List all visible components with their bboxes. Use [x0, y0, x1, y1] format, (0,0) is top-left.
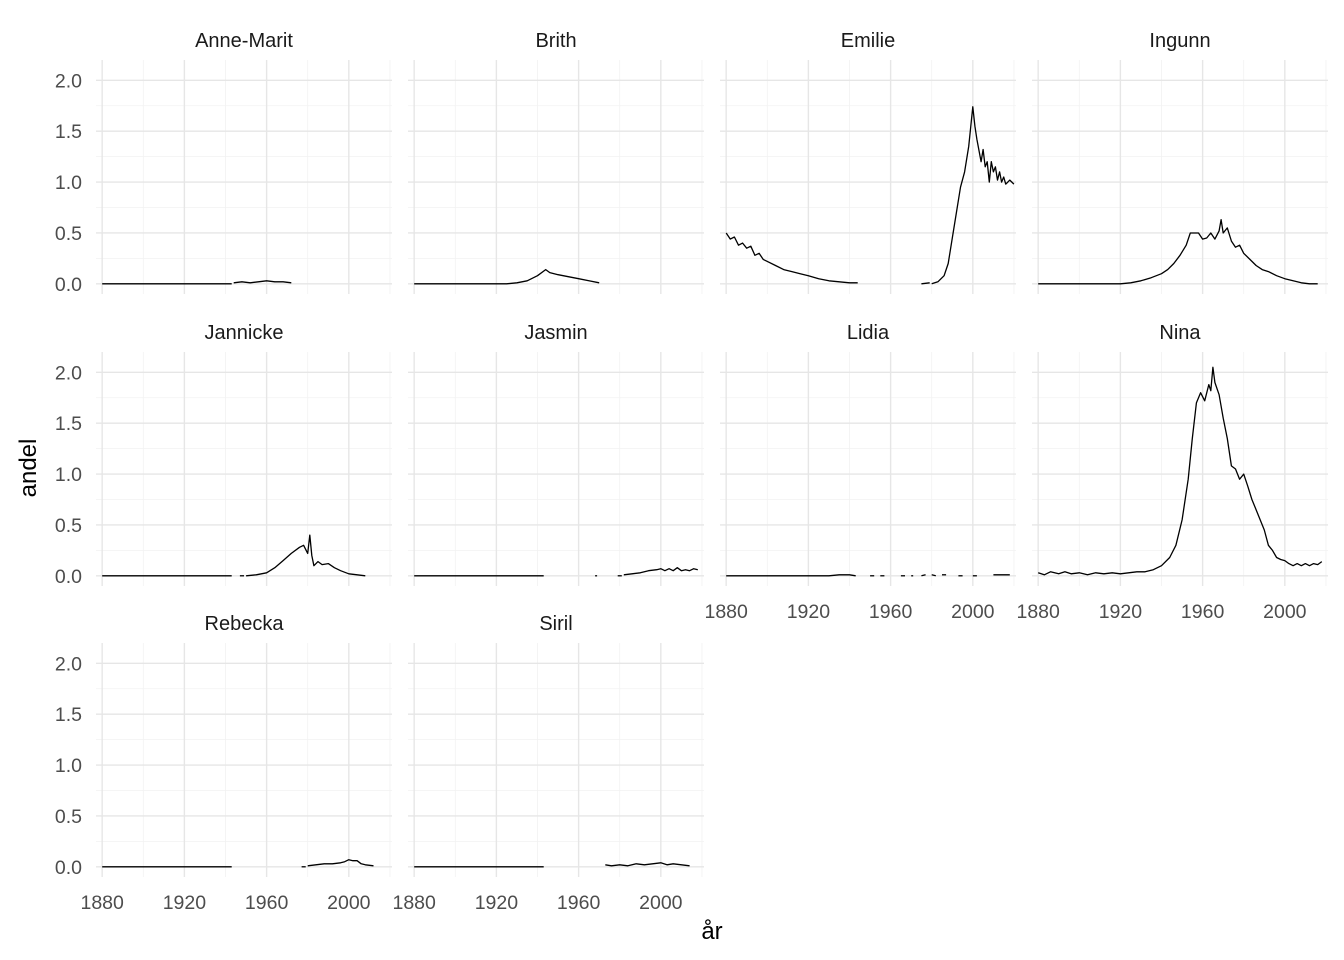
- y-tick-label: 1.5: [55, 413, 82, 435]
- series-line-segment: [623, 567, 698, 576]
- y-tick-label: 1.0: [55, 172, 82, 194]
- panel-lidia: Lidia 1880 1920 1960 2000: [704, 322, 1016, 623]
- panel-jannicke: Jannicke 0.0 0.5 1.0 1.5 2.0: [55, 322, 392, 588]
- y-tick-label: 0.5: [55, 515, 82, 537]
- gridlines: [96, 352, 392, 586]
- panel-title: Jannicke: [205, 322, 284, 344]
- gridlines: [408, 352, 704, 586]
- x-tick-label: 1960: [557, 892, 601, 914]
- gridlines: [1032, 60, 1328, 294]
- panel-jasmin: Jasmin: [408, 322, 704, 586]
- panel-title: Emilie: [841, 30, 895, 52]
- x-tick-label: 1960: [869, 601, 913, 623]
- series-line-segment: [921, 574, 926, 577]
- x-tick-label: 1920: [787, 601, 831, 623]
- series-line-segment: [931, 574, 936, 577]
- x-axis-title: år: [701, 918, 722, 945]
- series-jannicke: [102, 534, 366, 577]
- x-tick-label: 1960: [1181, 601, 1225, 623]
- y-tick-label: 1.5: [55, 704, 82, 726]
- series-emilie: [725, 106, 1015, 285]
- panel-rebecka: Rebecka 0.0 0.5 1.0 1.5 2.0 1880 1920 1960 2000: [55, 613, 392, 914]
- series-line-segment: [726, 574, 856, 577]
- y-tick-label: 0.0: [55, 274, 82, 296]
- panel-title: Lidia: [847, 322, 890, 344]
- series-line-segment: [414, 268, 600, 285]
- panel-nina: Nina 1880 1920 1960 2000: [1016, 322, 1328, 623]
- y-tick-label: 0.5: [55, 806, 82, 828]
- series-line-segment: [725, 232, 858, 284]
- series-line-segment: [307, 859, 374, 867]
- gridlines: [408, 60, 704, 294]
- y-tick-label: 0.5: [55, 223, 82, 245]
- series-lidia: [726, 574, 1010, 577]
- panel-title: Siril: [539, 613, 572, 635]
- series-line-segment: [246, 534, 366, 577]
- panel-title: Ingunn: [1149, 30, 1210, 52]
- x-tick-label: 1920: [475, 892, 519, 914]
- panel-brith: Brith: [408, 30, 704, 294]
- x-tick-label: 2000: [1263, 601, 1307, 623]
- panel-title: Nina: [1159, 322, 1201, 344]
- panel-siril: Siril 1880 1920 1960 2000: [392, 613, 704, 914]
- series-line-segment: [233, 280, 292, 284]
- series-siril: [414, 862, 690, 868]
- panel-ingunn: Ingunn: [1032, 30, 1328, 294]
- y-tick-label: 1.0: [55, 464, 82, 486]
- gridlines: [720, 60, 1016, 294]
- panel-title: Rebecka: [205, 613, 285, 635]
- x-tick-label: 1920: [163, 892, 207, 914]
- panel-emilie: Emilie: [720, 30, 1016, 294]
- y-tick-label: 2.0: [55, 653, 82, 675]
- y-axis-title: andel: [15, 439, 42, 498]
- gridlines: [96, 643, 392, 877]
- panel-anne-marit: Anne-Marit 0.0 0.5 1.0 1.5 2.0: [55, 30, 392, 296]
- x-tick-label: 2000: [639, 892, 683, 914]
- gridlines: [408, 643, 704, 877]
- x-tick-label: 1960: [245, 892, 289, 914]
- series-line-segment: [921, 282, 930, 285]
- y-tick-label: 2.0: [55, 362, 82, 384]
- series-brith: [414, 268, 600, 285]
- series-rebecka: [102, 859, 374, 868]
- x-tick-label: 1920: [1099, 601, 1143, 623]
- series-line-segment: [931, 106, 1015, 285]
- series-line-segment: [1037, 366, 1323, 576]
- panel-title: Jasmin: [524, 322, 587, 344]
- x-tick-label: 1880: [1016, 601, 1060, 623]
- gridlines: [1032, 352, 1328, 586]
- y-tick-label: 1.0: [55, 755, 82, 777]
- panels-layer: Anne-Marit 0.0 0.5 1.0 1.5 2.0 Brith Emilie Ingu…: [55, 30, 1328, 914]
- series-ingunn: [1038, 219, 1318, 285]
- x-tick-label: 2000: [951, 601, 995, 623]
- series-nina: [1037, 366, 1323, 576]
- gridlines: [720, 352, 1016, 586]
- series-line-segment: [1038, 219, 1318, 285]
- series-line-segment: [605, 862, 690, 867]
- x-tick-label: 1880: [392, 892, 436, 914]
- y-tick-label: 2.0: [55, 70, 82, 92]
- panel-title: Anne-Marit: [195, 30, 293, 52]
- y-tick-label: 0.0: [55, 857, 82, 879]
- y-tick-label: 0.0: [55, 566, 82, 588]
- x-tick-label: 2000: [327, 892, 371, 914]
- series-anne-marit: [102, 280, 292, 285]
- series-jasmin: [414, 567, 698, 577]
- x-tick-label: 1880: [80, 892, 124, 914]
- gridlines: [96, 60, 392, 294]
- panel-title: Brith: [535, 30, 576, 52]
- y-tick-label: 1.5: [55, 121, 82, 143]
- x-tick-label: 1880: [704, 601, 748, 623]
